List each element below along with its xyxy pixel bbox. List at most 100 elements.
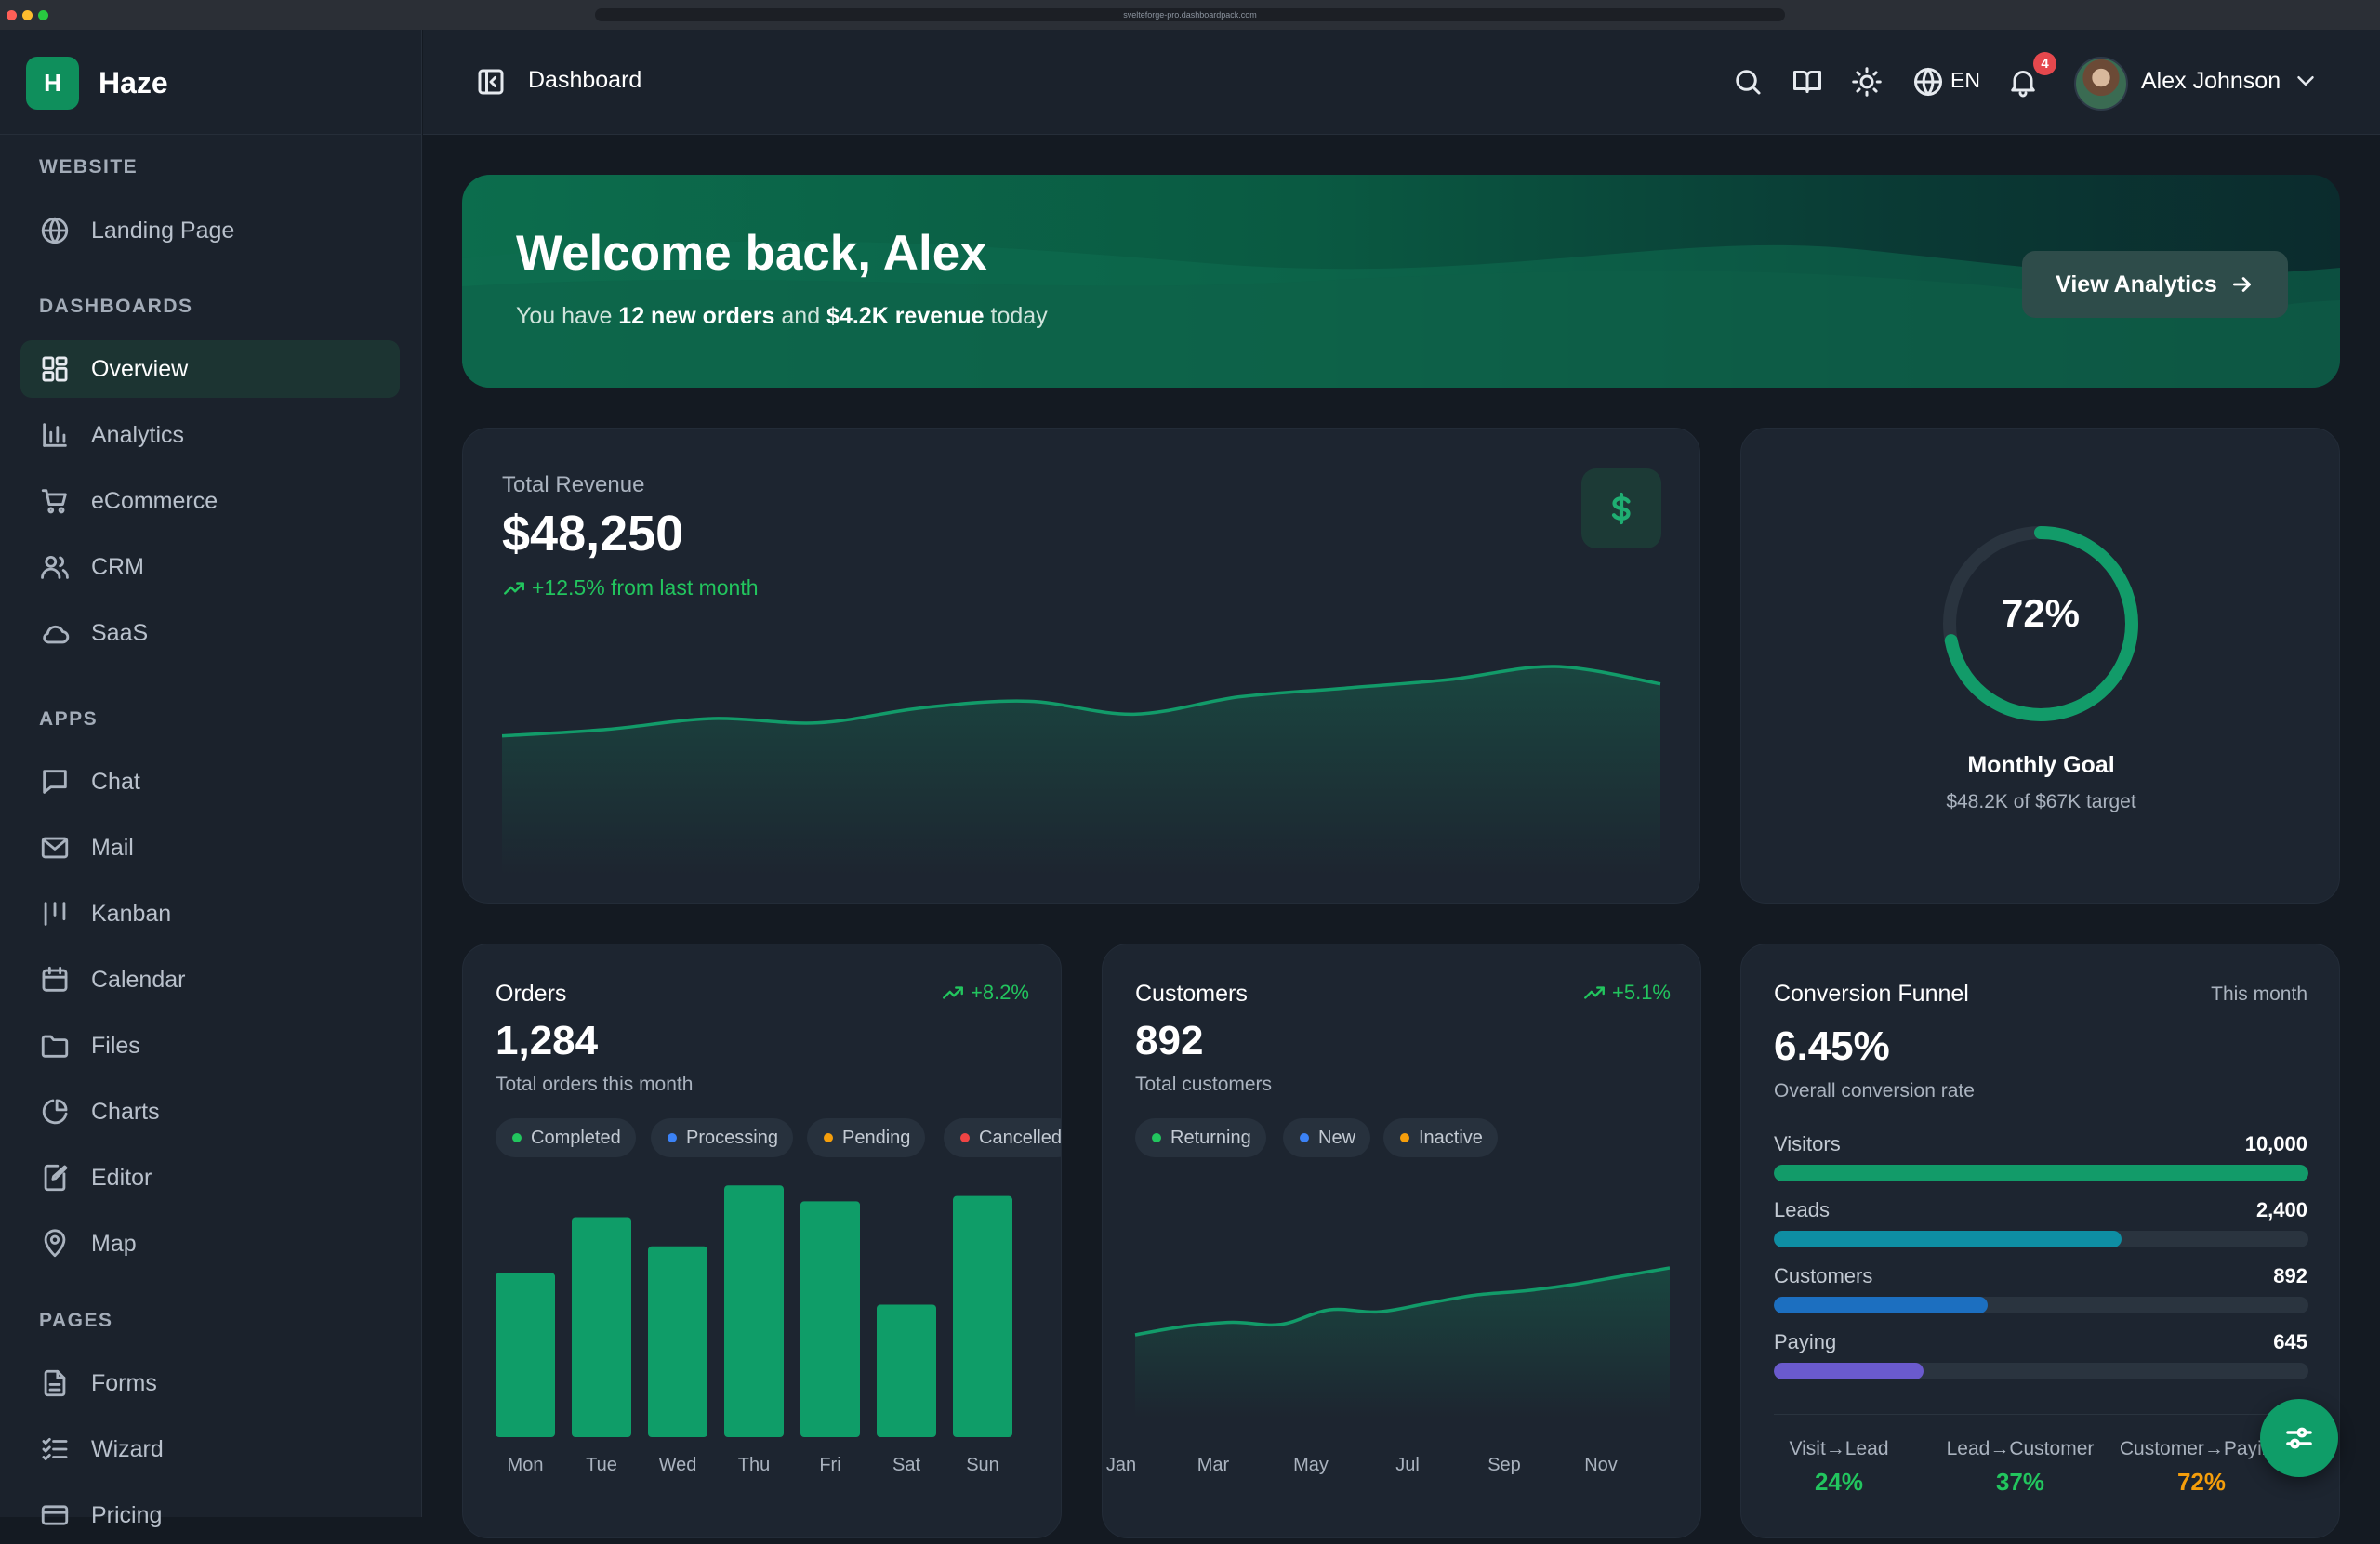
arrow-right-icon: [2230, 272, 2254, 297]
sidebar-item-charts[interactable]: Charts: [20, 1083, 400, 1141]
divider: [1774, 1414, 2308, 1415]
sidebar-item-label: Chat: [91, 769, 140, 796]
trend-up-icon: [502, 576, 526, 600]
search-icon[interactable]: [1731, 65, 1765, 99]
pie-chart-icon: [39, 1096, 71, 1128]
globe-icon: [39, 215, 71, 246]
x-tick-label: Sat: [892, 1455, 920, 1475]
legend-dot: [960, 1133, 970, 1142]
sidebar-item-ecommerce[interactable]: eCommerce: [20, 472, 400, 530]
bar-sat[interactable]: [877, 1305, 936, 1438]
welcome-title: Welcome back, Alex: [516, 225, 987, 282]
legend-chip-cancelled[interactable]: Cancelled: [944, 1118, 1062, 1157]
funnel-value: 6.45%: [1774, 1023, 1890, 1070]
brand[interactable]: H Haze: [26, 56, 168, 110]
x-tick-label: Thu: [738, 1455, 770, 1475]
conversion-funnel-card: Conversion Funnel This month 6.45% Overa…: [1740, 944, 2340, 1538]
sidebar-item-calendar[interactable]: Calendar: [20, 951, 400, 1009]
legend-chip-processing[interactable]: Processing: [651, 1118, 793, 1157]
settings-fab[interactable]: [2260, 1399, 2338, 1477]
revenue-area-chart: [502, 614, 1662, 893]
legend-label: Inactive: [1419, 1128, 1483, 1149]
sidebar-item-label: SaaS: [91, 620, 148, 647]
bar-fri[interactable]: [800, 1201, 860, 1437]
sidebar-item-landing-page[interactable]: Landing Page: [20, 202, 400, 259]
legend-chip-inactive[interactable]: Inactive: [1383, 1118, 1498, 1157]
calendar-icon: [39, 964, 71, 996]
legend-chip-new[interactable]: New: [1283, 1118, 1370, 1157]
legend-dot: [668, 1133, 677, 1142]
customers-card: Customers +5.1% 892 Total customers Retu…: [1102, 944, 1701, 1538]
sidebar-item-analytics[interactable]: Analytics: [20, 406, 400, 464]
welcome-banner: Welcome back, Alex You have 12 new order…: [462, 175, 2340, 388]
legend-label: Cancelled: [979, 1128, 1062, 1149]
sidebar-item-label: Wizard: [91, 1436, 164, 1463]
funnel-stage-value: 645: [2273, 1330, 2307, 1354]
sidebar-item-files[interactable]: Files: [20, 1017, 400, 1075]
sidebar-item-saas[interactable]: SaaS: [20, 604, 400, 662]
x-tick-label: Mon: [508, 1455, 544, 1475]
user-name[interactable]: Alex Johnson: [2141, 68, 2281, 95]
minimize-window-button[interactable]: [22, 10, 33, 20]
close-window-button[interactable]: [7, 10, 17, 20]
sidebar-item-mail[interactable]: Mail: [20, 819, 400, 877]
sidebar-item-editor[interactable]: Editor: [20, 1149, 400, 1207]
x-tick-label: Mar: [1197, 1455, 1230, 1475]
globe-icon[interactable]: [1911, 65, 1945, 99]
toggle-sidebar-icon[interactable]: [474, 65, 508, 99]
welcome-subtitle: You have 12 new orders and $4.2K revenue…: [516, 303, 1048, 330]
legend-label: Pending: [842, 1128, 910, 1149]
sidebar-item-crm[interactable]: CRM: [20, 538, 400, 596]
legend-label: Returning: [1170, 1128, 1251, 1149]
chevron-down-icon[interactable]: [2292, 67, 2320, 95]
legend-dot: [1152, 1133, 1161, 1142]
bar-mon[interactable]: [496, 1273, 555, 1437]
revenue-label: Total Revenue: [502, 472, 644, 498]
brand-name: Haze: [99, 66, 168, 100]
sidebar-item-label: Kanban: [91, 901, 171, 928]
orders-subtitle: Total orders this month: [496, 1074, 693, 1096]
bar-wed[interactable]: [648, 1247, 707, 1437]
book-icon[interactable]: [1791, 65, 1824, 99]
address-bar[interactable]: svelteforge-pro.dashboardpack.com: [595, 8, 1785, 21]
sidebar-item-pricing[interactable]: Pricing: [20, 1486, 400, 1544]
chat-icon: [39, 766, 71, 798]
bar-chart-icon: [39, 419, 71, 451]
legend-dot: [824, 1133, 833, 1142]
avatar[interactable]: [2074, 57, 2128, 111]
sidebar-item-label: Landing Page: [91, 218, 234, 244]
folder-icon: [39, 1030, 71, 1062]
x-tick-label: Fri: [819, 1455, 840, 1475]
legend-chip-returning[interactable]: Returning: [1135, 1118, 1266, 1157]
sidebar-item-kanban[interactable]: Kanban: [20, 885, 400, 943]
divider: [0, 134, 422, 135]
sidebar-item-chat[interactable]: Chat: [20, 753, 400, 811]
legend-chip-pending[interactable]: Pending: [807, 1118, 925, 1157]
sidebar-item-forms[interactable]: Forms: [20, 1354, 400, 1412]
view-analytics-button[interactable]: View Analytics: [2022, 251, 2288, 318]
cart-icon: [39, 485, 71, 517]
bar-sun[interactable]: [953, 1196, 1012, 1437]
funnel-period[interactable]: This month: [2211, 983, 2307, 1006]
sidebar-item-label: Map: [91, 1231, 137, 1258]
sidebar-item-label: eCommerce: [91, 488, 218, 515]
legend-chip-completed[interactable]: Completed: [496, 1118, 636, 1157]
trend-up-icon: [941, 981, 965, 1005]
total-revenue-card: Total Revenue $48,250 +12.5% from last m…: [462, 428, 1700, 904]
customers-value: 892: [1135, 1018, 1203, 1064]
maximize-window-button[interactable]: [38, 10, 48, 20]
funnel-rate-value: 72%: [2109, 1468, 2294, 1497]
funnel-rate-label: Lead→Customer: [1927, 1438, 2113, 1460]
view-analytics-label: View Analytics: [2056, 271, 2217, 298]
sidebar-item-overview[interactable]: Overview: [20, 340, 400, 398]
sun-icon[interactable]: [1850, 65, 1884, 99]
bar-tue[interactable]: [572, 1217, 631, 1437]
language-selector[interactable]: EN: [1950, 68, 1980, 93]
funnel-stage-bar: [1774, 1297, 2308, 1313]
legend-label: Completed: [531, 1128, 621, 1149]
bar-thu[interactable]: [724, 1185, 784, 1437]
sidebar-item-wizard[interactable]: Wizard: [20, 1420, 400, 1478]
dollar-icon: [1581, 468, 1661, 548]
sidebar-item-map[interactable]: Map: [20, 1215, 400, 1273]
mail-icon: [39, 832, 71, 864]
